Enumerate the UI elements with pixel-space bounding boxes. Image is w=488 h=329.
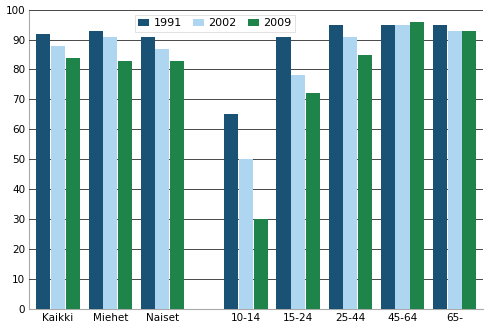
- Bar: [357, 55, 371, 309]
- Bar: [380, 25, 394, 309]
- Bar: [276, 37, 290, 309]
- Bar: [88, 31, 102, 309]
- Bar: [432, 25, 446, 309]
- Bar: [155, 48, 169, 309]
- Bar: [328, 25, 342, 309]
- Bar: [170, 61, 183, 309]
- Bar: [395, 25, 409, 309]
- Bar: [461, 31, 475, 309]
- Bar: [65, 58, 80, 309]
- Bar: [103, 37, 117, 309]
- Bar: [447, 31, 461, 309]
- Bar: [305, 93, 319, 309]
- Bar: [239, 160, 252, 309]
- Bar: [253, 219, 267, 309]
- Bar: [409, 21, 423, 309]
- Bar: [36, 34, 50, 309]
- Bar: [118, 61, 132, 309]
- Bar: [290, 75, 305, 309]
- Bar: [343, 37, 357, 309]
- Bar: [51, 45, 65, 309]
- Legend: 1991, 2002, 2009: 1991, 2002, 2009: [135, 15, 294, 32]
- Bar: [141, 37, 155, 309]
- Bar: [224, 114, 238, 309]
